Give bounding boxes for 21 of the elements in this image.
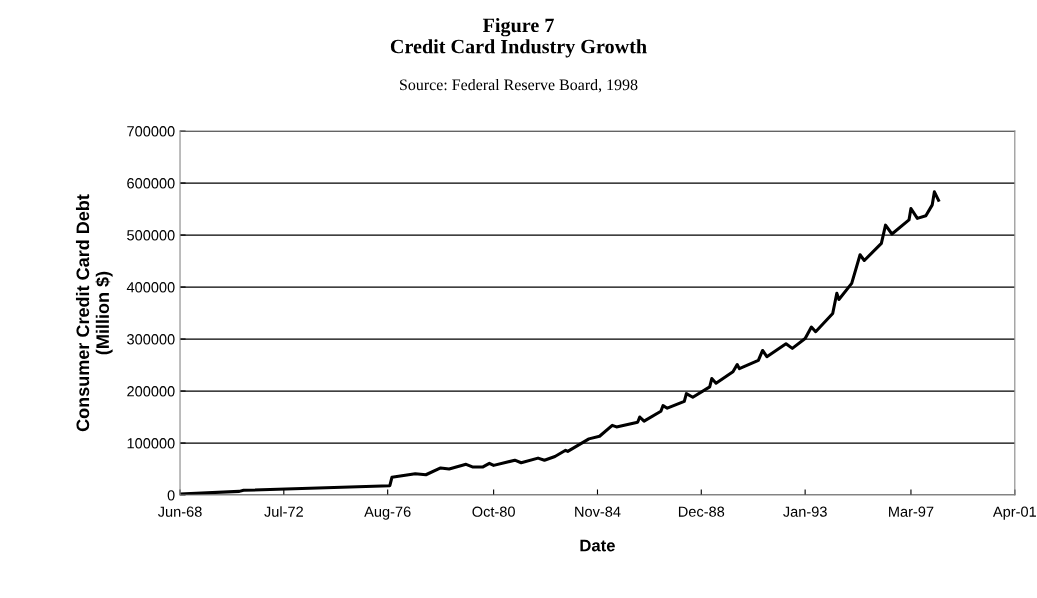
x-tick-label: Jun-68 xyxy=(157,506,202,517)
y-tick-label: 500000 xyxy=(127,230,175,241)
y-tick-label: 0 xyxy=(167,490,175,501)
x-tick-label: Jan-93 xyxy=(783,506,827,517)
x-tick-label: Mar-97 xyxy=(889,506,934,517)
x-tick-label: Jul-72 xyxy=(264,506,303,517)
x-tick-label: Aug-76 xyxy=(364,506,411,520)
y-tick-label: 300000 xyxy=(127,334,175,345)
x-tick-label: Oct-80 xyxy=(472,506,515,517)
chart-subtitle: Source: Federal Reserve Board, 1998 xyxy=(400,78,638,93)
y-tick-label: 700000 xyxy=(127,126,175,137)
y-tick-label: 400000 xyxy=(126,282,175,293)
y-tick-label: 200000 xyxy=(127,386,175,397)
chart-title: Figure 7 Credit Card Industry Growth xyxy=(390,17,647,58)
x-axis-title: Date xyxy=(580,539,615,552)
x-tick-label: Apr-01 xyxy=(992,506,1036,520)
x-tick-label: Dec-88 xyxy=(678,506,725,517)
x-tick-label: Nov-84 xyxy=(575,506,621,517)
y-tick-label: 600000 xyxy=(127,178,175,189)
y-axis-title: Consumer Credit Card Debt (Million $) xyxy=(75,194,113,432)
y-tick-label: 100000 xyxy=(127,438,175,449)
